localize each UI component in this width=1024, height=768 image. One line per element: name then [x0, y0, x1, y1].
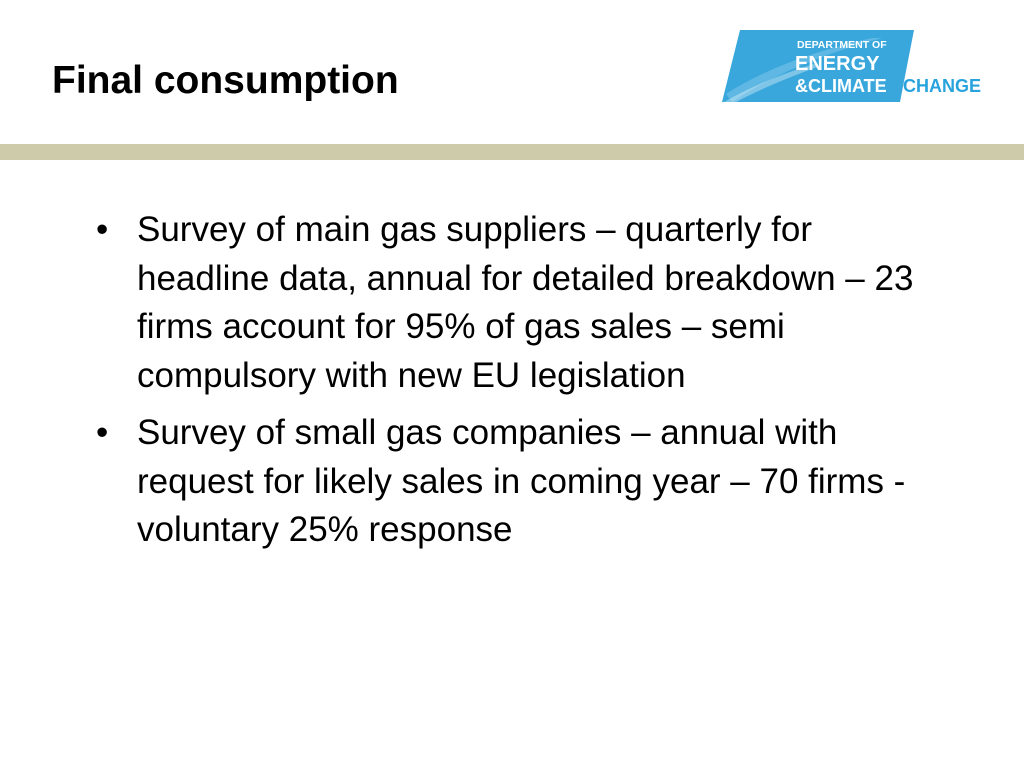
logo-band: [722, 30, 914, 102]
bullet-text: Survey of main gas suppliers – quarterly…: [137, 210, 914, 395]
bullet-icon: •: [96, 210, 109, 249]
logo-line3: &CLIMATE: [795, 76, 887, 96]
title-divider: [0, 144, 1024, 160]
logo-swoosh-light: [724, 64, 820, 102]
logo-line2: ENERGY: [795, 53, 880, 75]
bullet-item: • Survey of small gas companies – annual…: [90, 409, 920, 555]
bullet-item: • Survey of main gas suppliers – quarter…: [90, 206, 920, 400]
logo-line1: DEPARTMENT OF: [797, 39, 887, 51]
decc-logo: DEPARTMENT OF ENERGY &CLIMATE CHANGE: [722, 28, 992, 106]
bullet-list: • Survey of main gas suppliers – quarter…: [90, 206, 920, 564]
logo-swoosh: [726, 38, 882, 102]
slide-title: Final consumption: [52, 59, 399, 102]
decc-logo-graphic: DEPARTMENT OF ENERGY &CLIMATE CHANGE: [722, 30, 981, 102]
bullet-icon: •: [96, 413, 109, 452]
bullet-text: Survey of small gas companies – annual w…: [137, 413, 906, 549]
logo-line3b: CHANGE: [903, 76, 981, 96]
